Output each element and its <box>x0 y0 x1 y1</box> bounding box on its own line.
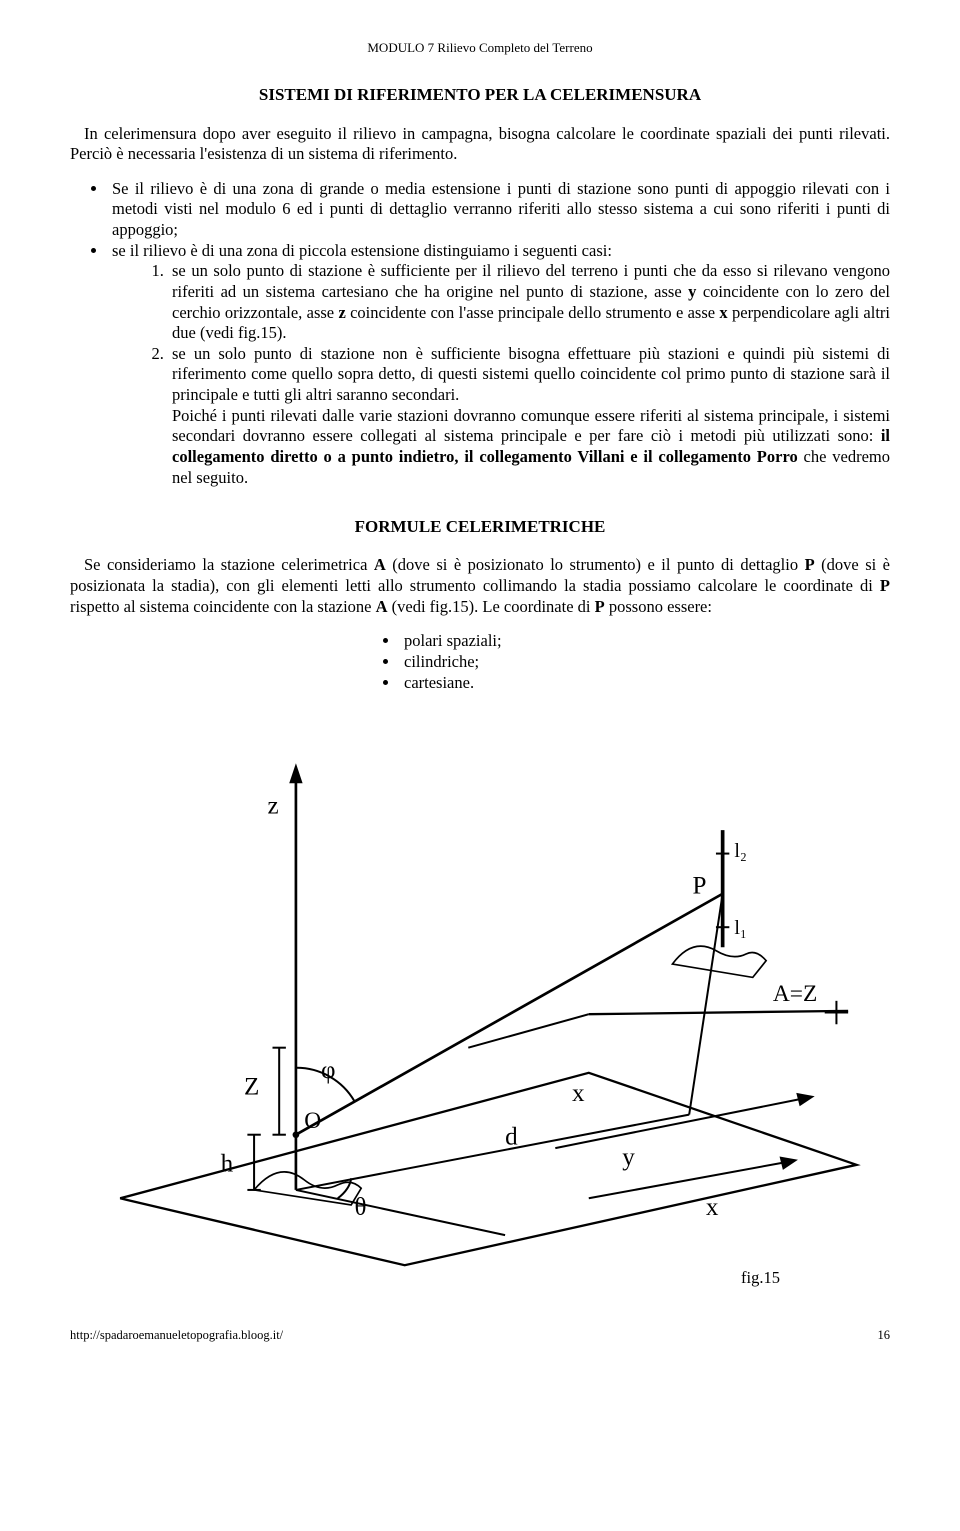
list-item: se un solo punto di stazione è sufficien… <box>168 261 890 344</box>
text-run: (vedi fig.15). Le coordinate di <box>388 597 595 616</box>
point-A: A <box>374 555 386 574</box>
point-P: P <box>805 555 815 574</box>
lbl-phi: φ <box>321 1057 335 1084</box>
lbl-l1: l₁ <box>734 917 747 939</box>
list-item: se un solo punto di stazione non è suffi… <box>168 344 890 488</box>
lbl-l2: l₂ <box>734 840 747 862</box>
figure-15: z Z h O φ θ d x x y P l₂ l₁ A=Z <box>70 713 890 1288</box>
text-run: (dove si è posizionato lo strumento) e i… <box>386 555 805 574</box>
text-run: Se consideriamo la stazione celerimetric… <box>84 555 374 574</box>
point-A: A <box>376 597 388 616</box>
list-item: Se il rilievo è di una zona di grande o … <box>108 179 890 241</box>
intro-paragraph: In celerimensura dopo aver eseguito il r… <box>70 124 890 165</box>
text-run: coincidente con l'asse principale dello … <box>346 303 720 322</box>
subsection-title: FORMULE CELERIMETRICHE <box>70 516 890 537</box>
bullet-list: Se il rilievo è di una zona di grande o … <box>70 179 890 488</box>
page-header: MODULO 7 Rilievo Completo del Terreno <box>70 40 890 56</box>
point-P: P <box>595 597 605 616</box>
lbl-d: d <box>505 1124 518 1151</box>
lbl-P: P <box>693 873 707 900</box>
formula-paragraph: Se consideriamo la stazione celerimetric… <box>70 555 890 617</box>
point-P: P <box>880 576 890 595</box>
section-title: SISTEMI DI RIFERIMENTO PER LA CELERIMENS… <box>70 84 890 105</box>
list-item: cartesiane. <box>400 673 890 694</box>
lbl-AZ: A=Z <box>773 981 817 1007</box>
text-run: possono essere: <box>605 597 712 616</box>
list-item: polari spaziali; <box>400 631 890 652</box>
axis-x: x <box>719 303 727 322</box>
lbl-y: y <box>622 1144 635 1171</box>
lbl-theta: θ <box>354 1194 366 1221</box>
lbl-Z: Z <box>244 1074 259 1101</box>
footer-url: http://spadaroemanueletopografia.bloog.i… <box>70 1328 283 1344</box>
axis-z: z <box>338 303 345 322</box>
list-item: cilindriche; <box>400 652 890 673</box>
bullet-text: se il rilievo è di una zona di piccola e… <box>112 241 612 260</box>
footer-page-number: 16 <box>878 1328 891 1344</box>
coord-list: polari spaziali; cilindriche; cartesiane… <box>70 631 890 693</box>
lbl-O: O <box>304 1108 321 1134</box>
nested-list: se un solo punto di stazione è sufficien… <box>112 261 890 488</box>
lbl-z: z <box>267 793 278 820</box>
text-run: rispetto al sistema coincidente con la s… <box>70 597 376 616</box>
page-footer: http://spadaroemanueletopografia.bloog.i… <box>70 1328 890 1344</box>
lbl-h: h <box>221 1151 234 1178</box>
lbl-x1: x <box>572 1080 585 1107</box>
lbl-x2: x <box>706 1194 719 1221</box>
list-item: se il rilievo è di una zona di piccola e… <box>108 241 890 489</box>
text-run: Poiché i punti rilevati dalle varie staz… <box>172 406 890 446</box>
text-run: se un solo punto di stazione non è suffi… <box>172 344 890 404</box>
diagram-svg: z Z h O φ θ d x x y P l₂ l₁ A=Z <box>70 713 890 1282</box>
